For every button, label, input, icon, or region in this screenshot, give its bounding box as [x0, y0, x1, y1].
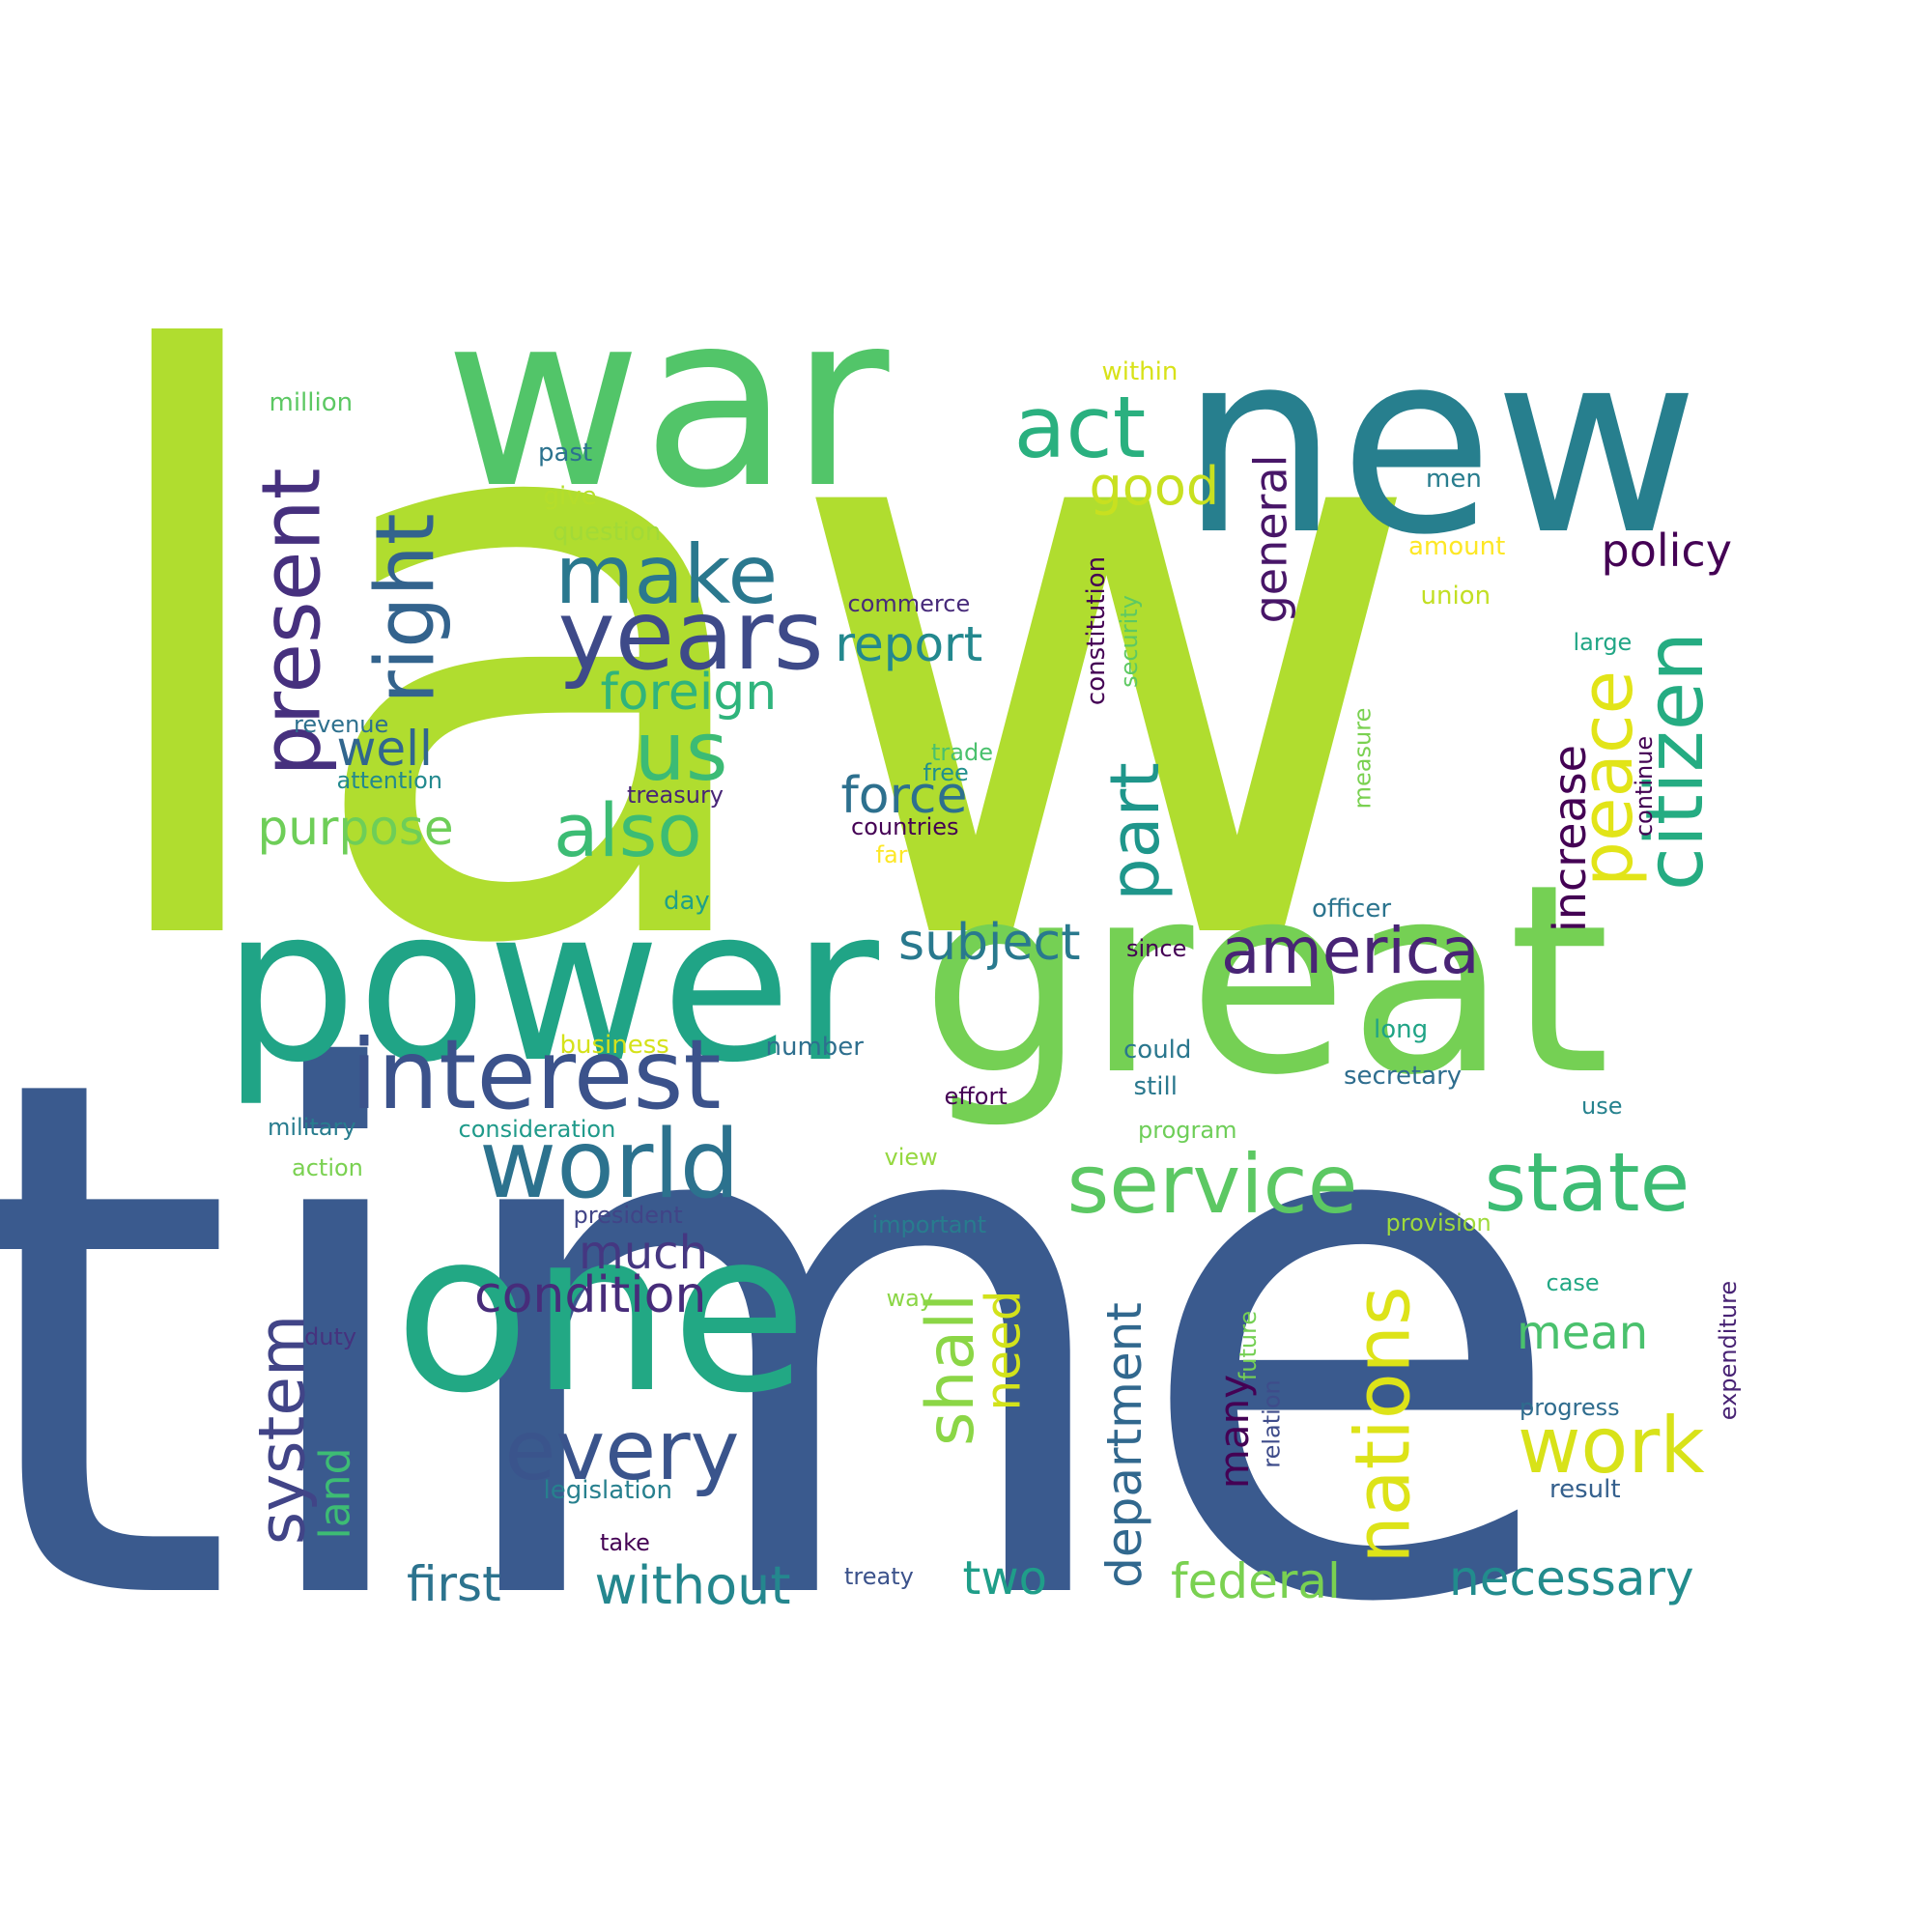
word-number: number	[765, 1033, 864, 1062]
word-every: every	[504, 1403, 740, 1499]
word-expenditure: expenditure	[1715, 1280, 1743, 1421]
word-mean: mean	[1517, 1306, 1649, 1360]
word-union: union	[1420, 582, 1492, 611]
word-time: time	[0, 926, 1571, 1759]
word-day: day	[664, 887, 710, 916]
word-much: much	[579, 1226, 708, 1280]
word-effort: effort	[944, 1083, 1008, 1110]
word-interest: interest	[351, 1018, 722, 1131]
word-force: force	[840, 767, 968, 825]
word-important: important	[871, 1211, 987, 1238]
word-treasury: treasury	[627, 781, 724, 809]
word-give: give	[543, 482, 597, 511]
word-secretary: secretary	[1344, 1062, 1463, 1091]
word-security: security	[1115, 595, 1143, 688]
word-within: within	[1101, 357, 1179, 386]
word-good: good	[1089, 456, 1220, 517]
word-also: also	[554, 787, 702, 873]
word-constitution: constitution	[1082, 555, 1112, 706]
word-law: law	[76, 196, 1431, 1118]
word-condition: condition	[474, 1266, 707, 1324]
word-increase: increase	[1543, 745, 1596, 932]
word-consideration: consideration	[458, 1116, 616, 1143]
word-subject: subject	[898, 914, 1081, 972]
word-federal: federal	[1171, 1553, 1341, 1609]
word-president: president	[573, 1202, 683, 1229]
word-countries: countries	[851, 813, 959, 840]
word-progress: progress	[1520, 1394, 1620, 1421]
word-many: many	[1210, 1374, 1259, 1490]
word-make: make	[554, 527, 779, 622]
word-million: million	[269, 388, 354, 417]
word-question: question	[553, 518, 662, 547]
word-way: way	[886, 1285, 934, 1312]
word-since: since	[1126, 935, 1187, 962]
word-amount: amount	[1408, 532, 1506, 561]
word-result: result	[1549, 1475, 1621, 1504]
word-department: department	[1095, 1302, 1152, 1588]
word-long: long	[1374, 1015, 1429, 1044]
word-military: military	[268, 1114, 356, 1141]
word-large: large	[1573, 629, 1633, 656]
word-program: program	[1138, 1117, 1237, 1144]
word-new: new	[1179, 298, 1699, 590]
word-world: world	[479, 1110, 740, 1220]
word-still: still	[1133, 1072, 1178, 1101]
word-one: one	[394, 1184, 808, 1442]
word-trade: trade	[931, 739, 993, 766]
word-could: could	[1123, 1036, 1192, 1065]
word-attention: attention	[336, 767, 442, 794]
word-free: free	[923, 759, 969, 786]
word-nations: nations	[1340, 1286, 1428, 1564]
word-report: report	[835, 616, 983, 672]
word-power: power	[222, 862, 879, 1109]
word-view: view	[884, 1144, 938, 1171]
word-duty: duty	[304, 1323, 357, 1350]
word-policy: policy	[1601, 525, 1732, 577]
word-foreign: foreign	[600, 664, 778, 722]
word-land: land	[310, 1447, 360, 1540]
word-great: great	[921, 828, 1610, 1132]
word-past: past	[538, 439, 593, 468]
word-war: war	[444, 260, 890, 541]
word-far: far	[875, 841, 908, 868]
word-years: years	[557, 579, 824, 692]
word-action: action	[292, 1154, 363, 1181]
word-well: well	[336, 721, 433, 777]
word-future: future	[1235, 1310, 1263, 1381]
word-act: act	[1013, 378, 1147, 477]
word-provision: provision	[1385, 1209, 1492, 1236]
word-commerce: commerce	[847, 590, 971, 617]
word-treaty: treaty	[844, 1563, 914, 1590]
word-use: use	[1581, 1093, 1623, 1120]
word-work: work	[1518, 1401, 1705, 1491]
word-first: first	[407, 1556, 501, 1612]
word-us: us	[634, 704, 728, 799]
word-america: america	[1221, 914, 1480, 988]
word-take: take	[600, 1529, 650, 1556]
word-general: general	[1243, 454, 1296, 624]
word-relation: relation	[1258, 1379, 1286, 1468]
word-continue: continue	[1631, 735, 1659, 838]
word-necessary: necessary	[1449, 1550, 1694, 1606]
word-two: two	[962, 1551, 1047, 1605]
word-case: case	[1546, 1269, 1600, 1296]
word-measure: measure	[1348, 707, 1376, 810]
word-without: without	[594, 1555, 791, 1616]
word-purpose: purpose	[257, 800, 454, 856]
word-officer: officer	[1312, 895, 1392, 923]
word-right: right	[357, 513, 453, 704]
word-men: men	[1426, 465, 1482, 494]
word-state: state	[1484, 1135, 1690, 1230]
word-need: need	[974, 1290, 1031, 1411]
word-business: business	[559, 1031, 669, 1060]
word-revenue: revenue	[294, 711, 389, 738]
word-service: service	[1066, 1137, 1358, 1232]
word-legislation: legislation	[543, 1476, 672, 1505]
word-part: part	[1094, 762, 1175, 901]
